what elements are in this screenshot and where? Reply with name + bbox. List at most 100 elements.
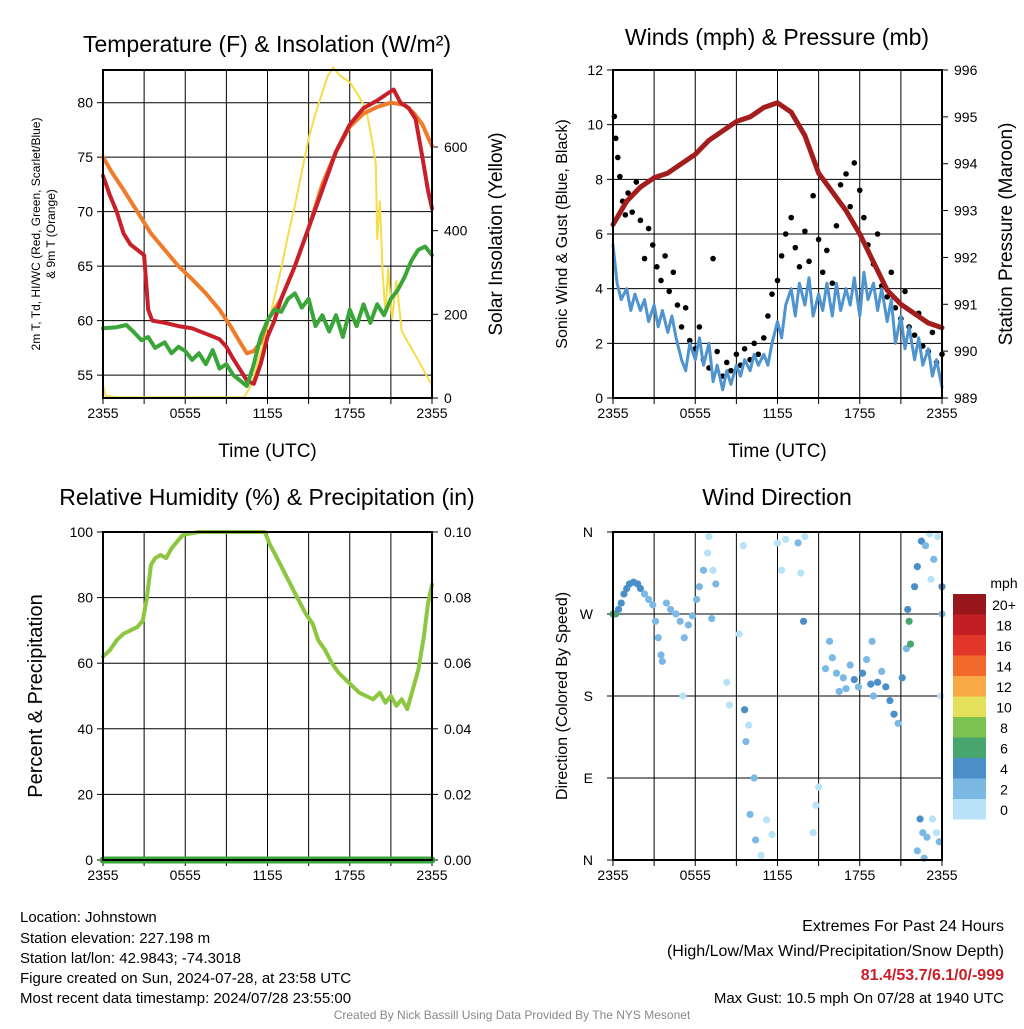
y-tick-label: 75 [77,149,93,165]
legend-swatch [953,594,986,615]
wind-direction-point [705,532,713,541]
wind-direction-point [651,617,660,625]
gust-point [625,190,631,196]
wind-direction-point [815,783,823,791]
gust-point [874,231,881,237]
wind-direction-point [778,566,786,574]
legend-label: 8 [1000,720,1008,736]
y-axis-label-right: Station Pressure (Maroon) [996,123,1017,346]
gust-point [769,291,775,297]
y-tick-label: 65 [77,258,93,274]
wind-direction-point [750,774,758,782]
x-tick-label: 2355 [597,867,628,883]
wind-direction-point [858,669,867,677]
wind-direction-point [762,816,771,824]
y-tick-label: 4 [595,281,603,297]
wind-direction-point [821,665,830,673]
legend-swatch [953,799,986,820]
y-tick-label: 100 [70,524,94,540]
gust-point [778,253,785,259]
legend-swatch [953,717,986,738]
wind-direction-point [712,580,720,588]
series-line-solar-insolation [102,66,433,399]
y-tick-label: N [583,524,593,540]
y-tick-label: W [580,606,594,622]
gust-point [741,346,748,352]
plot-frame [102,531,433,861]
legend-label: 2 [1000,782,1008,798]
gust-point [796,264,803,270]
wind-direction-point [825,637,834,645]
gust-point [617,173,623,180]
x-tick-label: 0555 [170,405,201,421]
y-right-tick-label: 989 [954,390,978,406]
x-tick-label: 2355 [926,405,957,421]
wind-direction-point [662,599,671,607]
panel-title: Winds (mph) & Pressure (mb) [625,24,929,50]
y-right-tick-label: 990 [954,343,978,359]
wind-direction-point [636,584,645,593]
x-tick-label: 2355 [926,867,957,883]
wind-direction-point [703,549,712,557]
y-right-tick-label: 994 [954,156,978,172]
wind-direction-point [782,535,790,543]
wind-direction-point [654,634,662,642]
legend-label: 4 [1000,761,1008,777]
legend-swatch [953,676,986,697]
gust-point [843,171,849,177]
wind-direction-point [695,583,703,591]
wind-direction-point [693,595,701,604]
legend-swatch [953,737,986,758]
gust-point [682,305,689,311]
panel-title: Wind Direction [702,484,852,510]
wind-direction-point [773,539,782,547]
y-right-tick-label: 992 [954,249,978,265]
y-tick-label: 60 [77,655,93,671]
legend-label: 6 [1000,741,1008,757]
panel-2: Winds (mph) & Pressure (mb) 2355 0555 1155 1… [554,24,1017,462]
gust-point [856,187,863,194]
info-latlon: Station lat/lon: 42.9843; -74.3018 [20,950,241,967]
legend-label: 0 [1000,802,1008,818]
wind-direction-point [725,701,734,709]
legend-label: 16 [996,638,1012,654]
gust-point [815,236,822,243]
gust-point [658,277,664,284]
series-line-relative-humidity [101,530,434,712]
wind-direction-point [801,532,809,541]
y-tick-label: 55 [77,367,93,383]
wind-direction-point [709,566,717,574]
panel-title: Relative Humidity (%) & Precipitation (i… [59,484,474,510]
y-tick-label: 40 [77,721,93,737]
gust-point [710,255,716,262]
wind-direction-point [828,654,836,662]
y-tick-label: 8 [595,171,603,187]
x-tick-label: 1755 [844,405,875,421]
legend-swatch [953,778,986,799]
gust-point [649,242,656,248]
y-right-tick-label: 400 [444,223,468,239]
x-tick-label: 2355 [87,867,118,883]
wind-direction-point [614,605,623,614]
legend-swatch [953,614,986,635]
gust-point [751,340,757,347]
series-line-sonic-wind [611,243,944,392]
panel-3: Relative Humidity (%) & Precipitation (i… [25,484,475,883]
credit: Created By Nick Bassill Using Data Provi… [334,1008,691,1022]
y-axis-label-line-2: & 9m T (Orange) [44,189,58,279]
wind-direction-point [676,617,684,625]
y-right-tick-label: 0.02 [444,786,471,802]
max-gust: Max Gust: 10.5 mph On 07/28 at 1940 UTC [714,990,1004,1007]
gust-point [802,228,808,235]
wind-direction-point [679,692,687,700]
legend-label: 20+ [992,597,1016,613]
wind-direction-point [932,829,941,837]
y-right-tick-label: 200 [444,306,468,322]
wind-direction-point [839,674,847,682]
y-right-tick-label: 993 [954,203,978,219]
legend-swatch [953,758,986,779]
gust-point [614,154,621,161]
wind-direction-point [873,678,882,686]
wind-direction-point [680,634,688,642]
wind-direction-point [928,815,937,823]
